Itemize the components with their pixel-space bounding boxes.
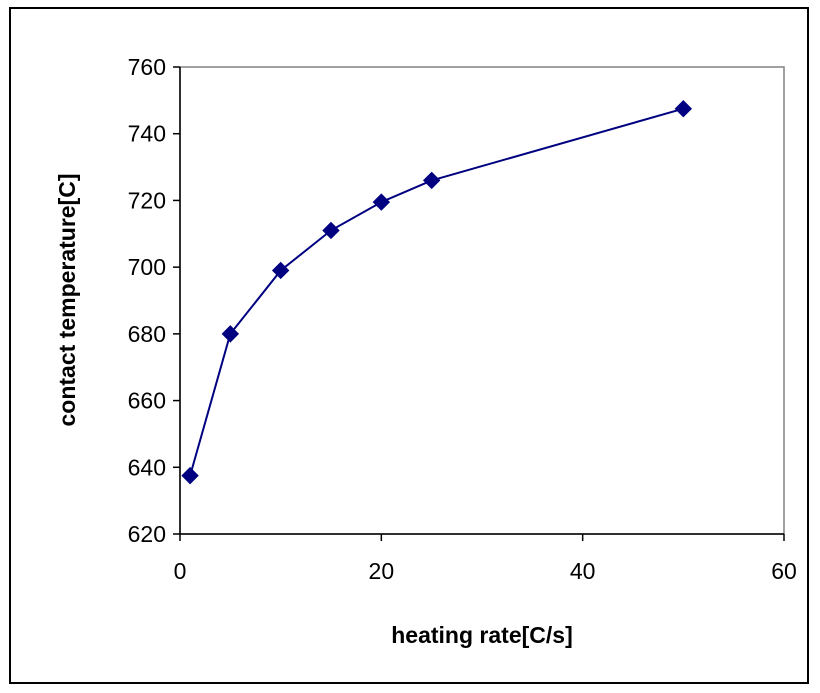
y-tick-label: 700: [128, 254, 166, 280]
y-tick-label: 720: [128, 187, 166, 213]
y-tick-label: 640: [128, 454, 166, 480]
data-point-marker: [221, 325, 240, 343]
y-axis-title: contact temperature[C]: [54, 173, 80, 426]
x-tick-label: 0: [174, 558, 187, 584]
y-axis: 620 640 660 680 700 720 740 760: [128, 54, 181, 547]
plot-area: [179, 66, 785, 535]
y-tick-label: 620: [128, 521, 166, 547]
data-point-marker: [372, 193, 391, 211]
x-axis-title: heating rate[C/s]: [391, 622, 572, 648]
x-axis: 0 20 40 60: [174, 533, 797, 584]
y-tick-label: 740: [128, 121, 166, 147]
x-tick-label: 40: [570, 558, 596, 584]
data-point-marker: [271, 261, 290, 280]
data-point-marker: [674, 99, 693, 118]
data-point-marker: [181, 466, 199, 485]
series-layer: [181, 99, 693, 485]
x-tick-label: 60: [771, 558, 797, 584]
y-tick-label: 660: [128, 388, 166, 414]
y-tick-label: 680: [128, 321, 166, 347]
data-point-marker: [422, 171, 441, 190]
y-tick-label: 760: [128, 54, 166, 80]
x-tick-label: 20: [369, 558, 395, 584]
data-point-marker: [322, 221, 340, 240]
